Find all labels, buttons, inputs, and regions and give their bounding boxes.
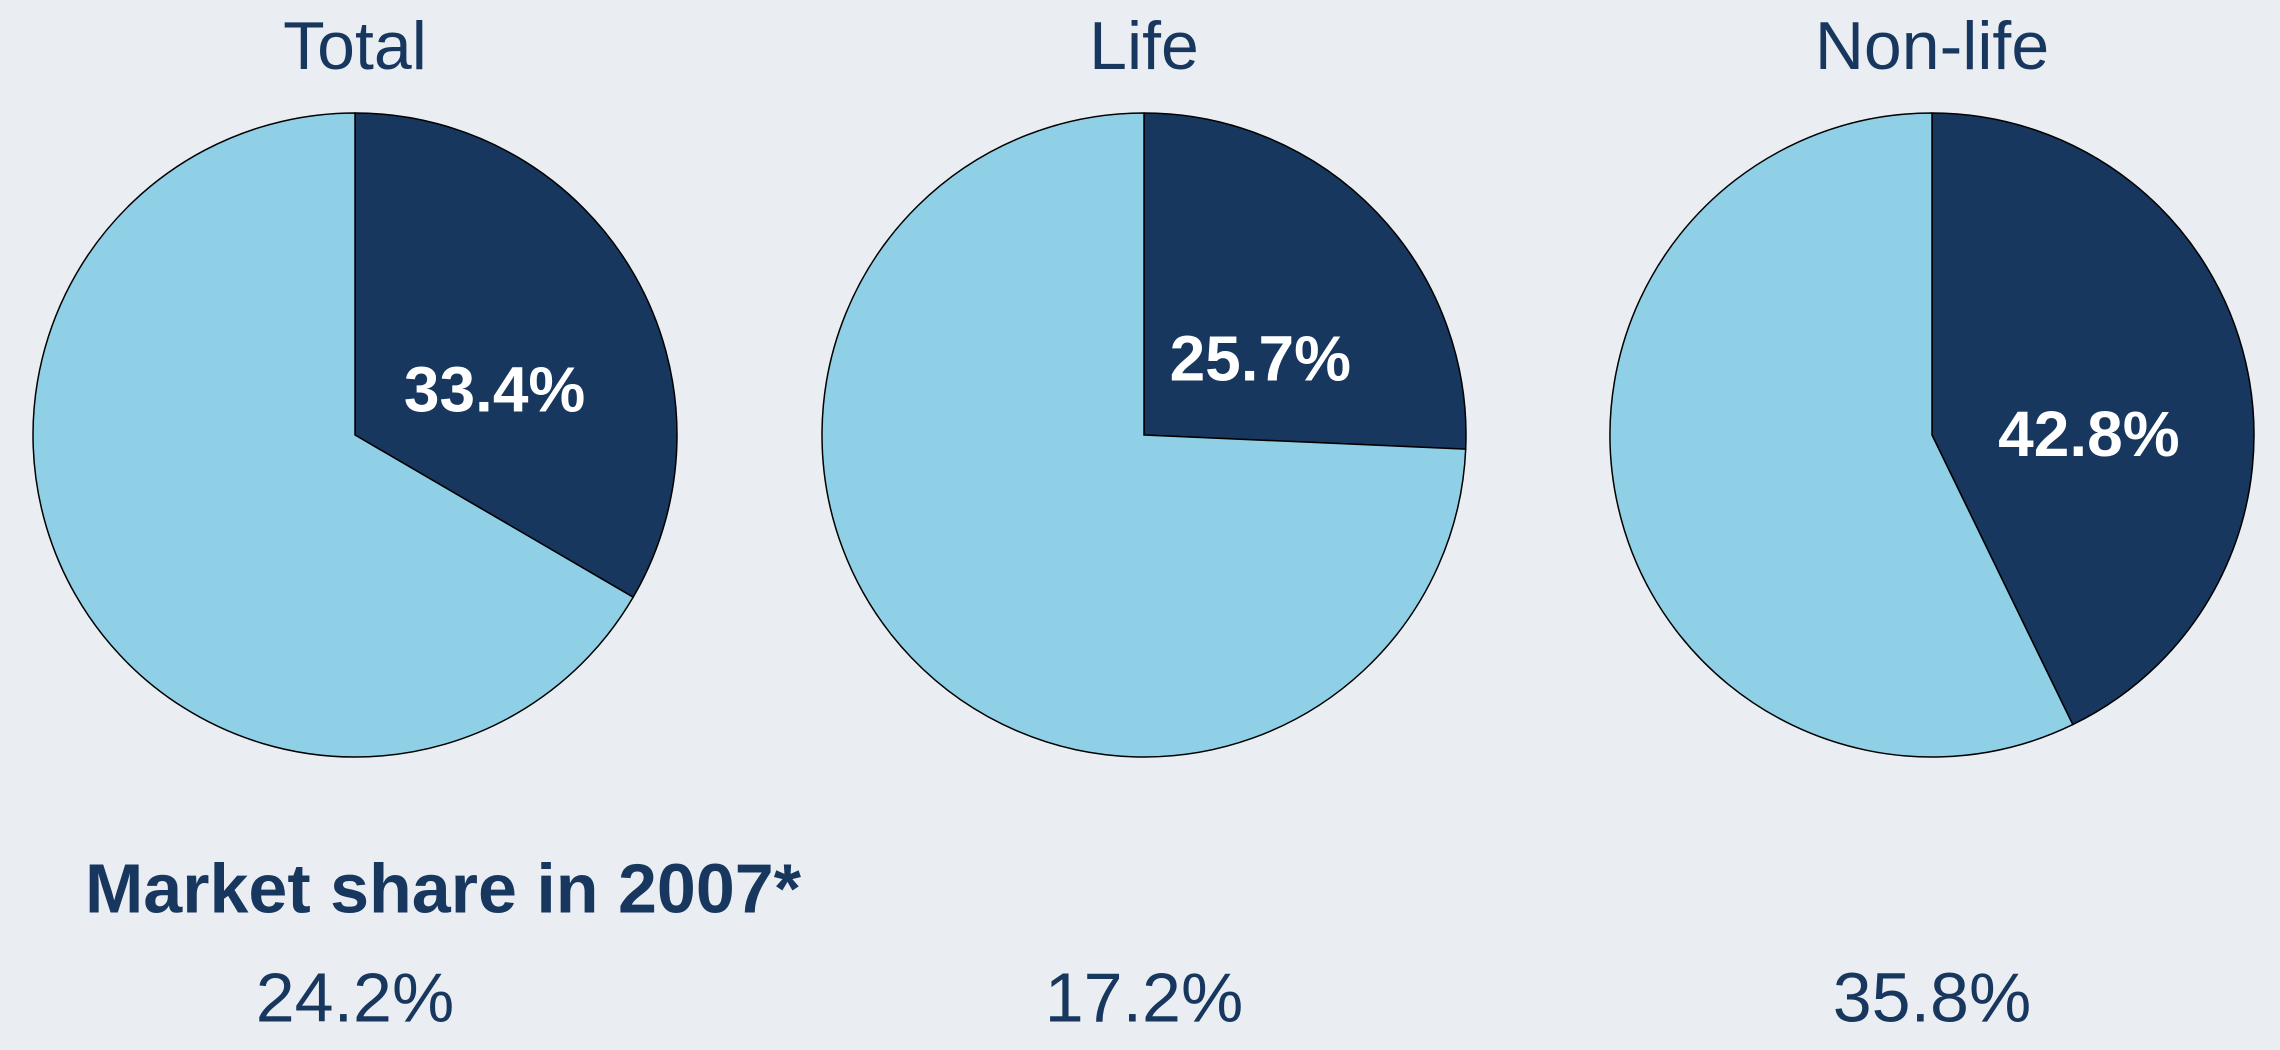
pie-slice	[1931, 112, 2255, 726]
pie-slice	[1143, 112, 1467, 450]
pie-slice	[354, 112, 678, 599]
pie-slice	[821, 112, 1467, 758]
slice-label: 25.7%	[1170, 323, 1351, 395]
pie-slice	[32, 112, 635, 758]
chart-title: Life	[1089, 8, 1199, 84]
market-share-value: 24.2%	[256, 958, 454, 1036]
chart-title: Total	[283, 8, 427, 84]
pie-slice	[1609, 112, 2074, 758]
chart-title: Non-life	[1815, 8, 2049, 84]
market-share-value: 35.8%	[1833, 958, 2031, 1036]
footer-title: Market share in 2007*	[85, 849, 802, 927]
market-share-value: 17.2%	[1045, 958, 1243, 1036]
slice-label: 33.4%	[404, 354, 585, 426]
slice-label: 42.8%	[1998, 398, 2179, 470]
